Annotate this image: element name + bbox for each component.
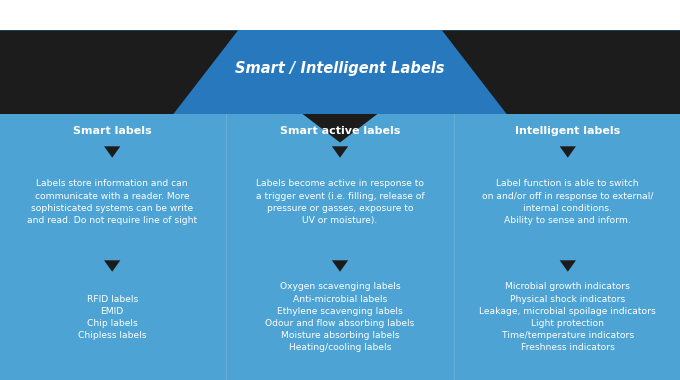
Bar: [0, 114, 680, 380]
Text: Smart labels: Smart labels: [73, 126, 152, 136]
Polygon shape: [0, 30, 238, 114]
Text: Intelligent labels: Intelligent labels: [515, 126, 620, 136]
Polygon shape: [442, 30, 680, 114]
Polygon shape: [560, 146, 576, 158]
Polygon shape: [303, 114, 377, 142]
Bar: [0, 30, 680, 114]
Text: Oxygen scavenging labels
Anti-microbial labels
Ethylene scavenging labels
Odour : Oxygen scavenging labels Anti-microbial …: [265, 282, 415, 352]
Text: Smart active labels: Smart active labels: [279, 126, 401, 136]
Text: Microbial growth indicators
Physical shock indicators
Leakage, microbial spoilag: Microbial growth indicators Physical sho…: [479, 282, 656, 352]
Text: RFID labels
EMID
Chip labels
Chipless labels: RFID labels EMID Chip labels Chipless la…: [78, 294, 146, 340]
Polygon shape: [332, 146, 348, 158]
Text: Smart / Intelligent Labels: Smart / Intelligent Labels: [235, 61, 445, 76]
Polygon shape: [332, 260, 348, 272]
Bar: [0, 0, 680, 30]
Polygon shape: [104, 146, 120, 158]
Text: Labels become active in response to
a trigger event (i.e. filling, release of
pr: Labels become active in response to a tr…: [256, 179, 424, 225]
Polygon shape: [560, 260, 576, 272]
Text: Labels store information and can
communicate with a reader. More
sophisticated s: Labels store information and can communi…: [27, 179, 197, 225]
Polygon shape: [104, 260, 120, 272]
Text: Label function is able to switch
on and/or off in response to external/
internal: Label function is able to switch on and/…: [482, 179, 653, 225]
